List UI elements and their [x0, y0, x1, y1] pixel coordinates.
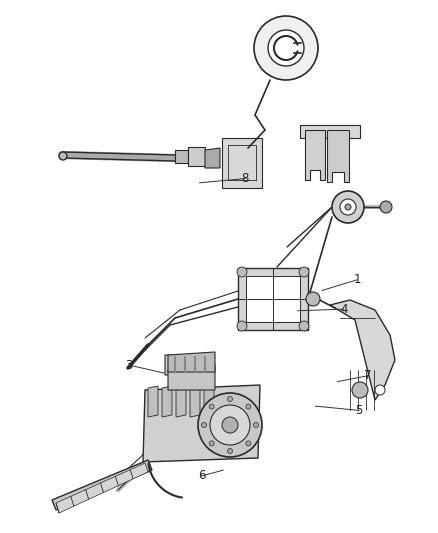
- Circle shape: [237, 267, 247, 277]
- Text: 1: 1: [353, 273, 361, 286]
- Polygon shape: [188, 147, 205, 166]
- Circle shape: [306, 292, 320, 306]
- Polygon shape: [205, 148, 220, 168]
- Polygon shape: [222, 138, 262, 188]
- Circle shape: [299, 267, 309, 277]
- Circle shape: [198, 393, 262, 457]
- Circle shape: [246, 404, 251, 409]
- Text: 7: 7: [364, 369, 372, 382]
- Polygon shape: [300, 125, 360, 138]
- Circle shape: [227, 448, 233, 454]
- Circle shape: [222, 417, 238, 433]
- Circle shape: [375, 385, 385, 395]
- Circle shape: [227, 397, 233, 401]
- Circle shape: [237, 321, 247, 331]
- Polygon shape: [204, 386, 214, 417]
- Polygon shape: [56, 463, 148, 513]
- Polygon shape: [168, 352, 215, 372]
- Circle shape: [209, 404, 214, 409]
- Polygon shape: [165, 355, 190, 375]
- Polygon shape: [148, 386, 158, 417]
- Circle shape: [254, 16, 318, 80]
- Text: 8: 8: [242, 172, 249, 185]
- Circle shape: [209, 441, 214, 446]
- Polygon shape: [330, 300, 395, 400]
- Polygon shape: [176, 386, 186, 417]
- Polygon shape: [327, 130, 349, 182]
- Text: 3: 3: [126, 359, 133, 372]
- Polygon shape: [162, 386, 172, 417]
- Text: 4: 4: [340, 303, 348, 316]
- Circle shape: [246, 441, 251, 446]
- Polygon shape: [305, 130, 325, 180]
- Polygon shape: [168, 365, 215, 390]
- Circle shape: [380, 201, 392, 213]
- Polygon shape: [238, 268, 308, 330]
- Circle shape: [332, 191, 364, 223]
- Circle shape: [254, 423, 258, 427]
- Polygon shape: [246, 276, 300, 322]
- Circle shape: [352, 382, 368, 398]
- Circle shape: [299, 321, 309, 331]
- Circle shape: [201, 423, 206, 427]
- Circle shape: [340, 199, 356, 215]
- Text: 6: 6: [198, 470, 205, 482]
- Polygon shape: [175, 150, 188, 163]
- Circle shape: [59, 152, 67, 160]
- Polygon shape: [190, 386, 200, 417]
- Polygon shape: [143, 385, 260, 462]
- Text: 5: 5: [356, 404, 363, 417]
- Polygon shape: [52, 460, 152, 510]
- Circle shape: [268, 30, 304, 66]
- Circle shape: [210, 405, 250, 445]
- Circle shape: [345, 204, 351, 210]
